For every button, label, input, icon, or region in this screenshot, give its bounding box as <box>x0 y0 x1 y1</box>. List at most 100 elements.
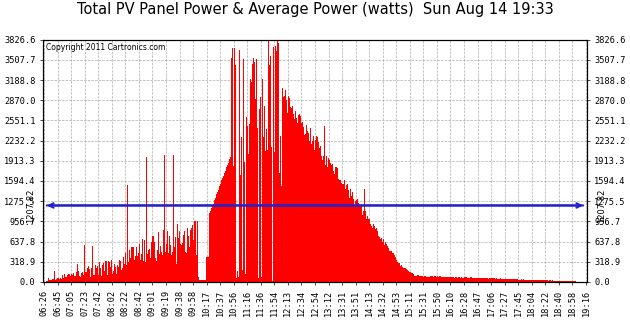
Bar <box>419 276 420 282</box>
Bar <box>121 259 122 282</box>
Bar <box>128 262 129 282</box>
Bar <box>280 136 281 282</box>
Bar <box>476 278 477 282</box>
Bar <box>478 278 479 282</box>
Bar <box>118 265 119 282</box>
Bar <box>104 263 105 282</box>
Bar <box>470 277 471 282</box>
Bar <box>105 261 106 282</box>
Bar <box>537 280 538 282</box>
Bar <box>204 280 205 282</box>
Bar <box>361 210 362 282</box>
Bar <box>129 250 130 282</box>
Bar <box>394 255 395 282</box>
Bar <box>172 252 173 282</box>
Bar <box>64 274 65 282</box>
Bar <box>519 280 520 282</box>
Bar <box>524 280 525 282</box>
Bar <box>384 245 385 282</box>
Bar <box>432 276 433 282</box>
Bar <box>351 191 352 282</box>
Bar <box>568 281 569 282</box>
Bar <box>349 198 350 282</box>
Bar <box>407 270 408 282</box>
Bar <box>328 158 329 282</box>
Bar <box>49 280 50 282</box>
Bar <box>140 151 142 282</box>
Bar <box>431 276 432 282</box>
Bar <box>86 272 87 282</box>
Bar <box>430 276 431 282</box>
Bar <box>345 189 346 282</box>
Bar <box>373 224 374 282</box>
Bar <box>303 127 304 282</box>
Bar <box>363 212 364 282</box>
Bar <box>142 239 143 282</box>
Bar <box>540 280 541 282</box>
Bar <box>305 133 306 282</box>
Bar <box>535 280 536 282</box>
Bar <box>344 180 345 282</box>
Bar <box>210 212 211 282</box>
Bar <box>250 79 251 282</box>
Bar <box>235 65 236 282</box>
Bar <box>90 277 91 282</box>
Bar <box>92 246 93 282</box>
Bar <box>543 280 544 282</box>
Bar <box>482 278 483 282</box>
Bar <box>66 277 67 282</box>
Bar <box>168 253 169 282</box>
Bar <box>347 184 348 282</box>
Bar <box>463 278 464 282</box>
Bar <box>490 278 491 282</box>
Bar <box>454 278 455 282</box>
Bar <box>531 280 532 282</box>
Bar <box>356 197 357 282</box>
Bar <box>144 240 145 282</box>
Bar <box>402 267 403 282</box>
Bar <box>421 276 422 282</box>
Bar <box>161 252 162 282</box>
Bar <box>479 278 480 282</box>
Bar <box>46 281 47 282</box>
Bar <box>304 135 305 282</box>
Bar <box>480 278 481 282</box>
Bar <box>244 162 245 282</box>
Bar <box>383 239 384 282</box>
Bar <box>211 210 212 282</box>
Bar <box>518 279 519 282</box>
Bar <box>146 252 147 282</box>
Bar <box>288 95 289 282</box>
Bar <box>273 157 274 282</box>
Bar <box>248 154 249 282</box>
Bar <box>527 280 528 282</box>
Bar <box>256 60 257 282</box>
Bar <box>251 82 252 282</box>
Bar <box>163 230 164 282</box>
Bar <box>192 225 193 282</box>
Bar <box>222 178 223 282</box>
Bar <box>58 278 59 282</box>
Bar <box>340 180 341 282</box>
Bar <box>427 276 428 282</box>
Bar <box>410 272 411 282</box>
Bar <box>411 273 412 282</box>
Bar <box>143 261 144 282</box>
Bar <box>368 219 369 282</box>
Bar <box>272 281 273 282</box>
Bar <box>317 137 318 282</box>
Bar <box>175 237 176 282</box>
Bar <box>353 200 354 282</box>
Bar <box>369 220 370 282</box>
Bar <box>572 281 573 282</box>
Bar <box>159 254 160 282</box>
Bar <box>215 196 217 282</box>
Bar <box>530 280 531 282</box>
Bar <box>182 244 183 282</box>
Bar <box>283 97 284 282</box>
Bar <box>239 50 240 282</box>
Bar <box>326 156 327 282</box>
Bar <box>459 277 460 282</box>
Bar <box>400 266 401 282</box>
Bar <box>188 237 190 282</box>
